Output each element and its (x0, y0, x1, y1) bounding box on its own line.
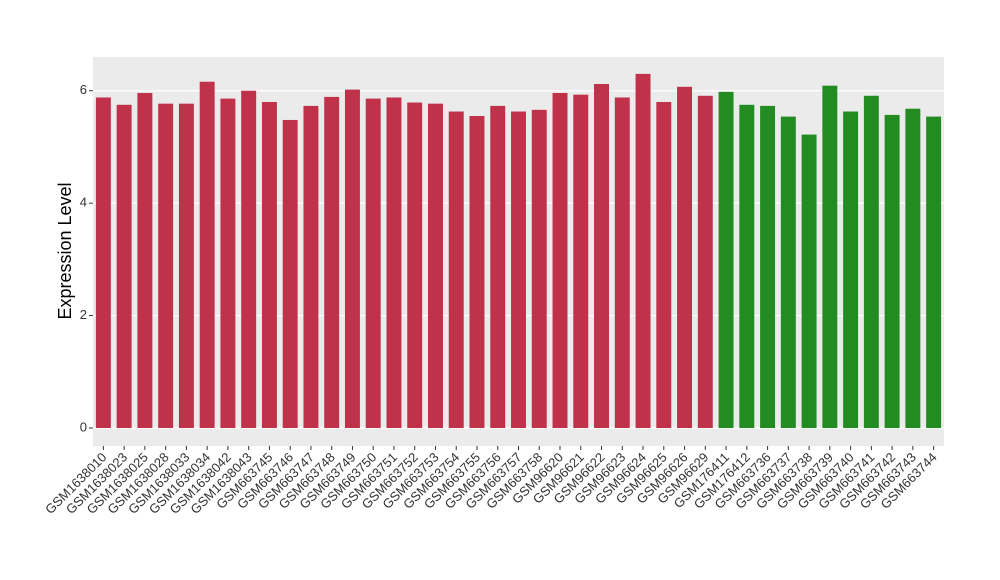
bar (469, 116, 485, 429)
bar (926, 116, 942, 429)
bar (199, 81, 215, 429)
bar (137, 92, 153, 429)
bar (365, 98, 381, 429)
bar (490, 105, 506, 429)
bar (697, 95, 713, 429)
y-tick-label: 0 (80, 419, 87, 434)
bar (635, 73, 651, 429)
bar (677, 86, 693, 429)
bar (822, 85, 838, 429)
y-tick-label: 6 (80, 82, 87, 97)
bar (718, 91, 734, 429)
bar (905, 108, 921, 429)
bar (801, 134, 817, 429)
bar (511, 111, 526, 429)
bar (884, 114, 900, 429)
y-axis-label: Expression Level (55, 182, 75, 319)
bar (594, 83, 609, 429)
y-tick-label: 4 (80, 195, 87, 210)
bar (407, 102, 423, 429)
bar (241, 90, 257, 429)
bar (614, 97, 630, 429)
bar (324, 96, 340, 429)
bar (220, 98, 236, 429)
bar (760, 105, 776, 429)
bar (843, 111, 859, 429)
bar (261, 101, 277, 429)
bar (386, 97, 402, 429)
bar (552, 92, 568, 429)
bar (780, 116, 796, 429)
bar (863, 95, 879, 429)
y-tick-label: 2 (80, 307, 87, 322)
bar (428, 103, 443, 429)
bar (95, 97, 111, 429)
bar (282, 119, 298, 429)
bar (739, 104, 755, 429)
bar (344, 89, 360, 429)
bar (531, 109, 547, 429)
bar (303, 105, 319, 429)
bar (656, 101, 672, 429)
bar (116, 104, 132, 429)
bar (573, 94, 589, 429)
bar (178, 103, 194, 429)
bar (158, 103, 174, 429)
bar (448, 111, 464, 429)
